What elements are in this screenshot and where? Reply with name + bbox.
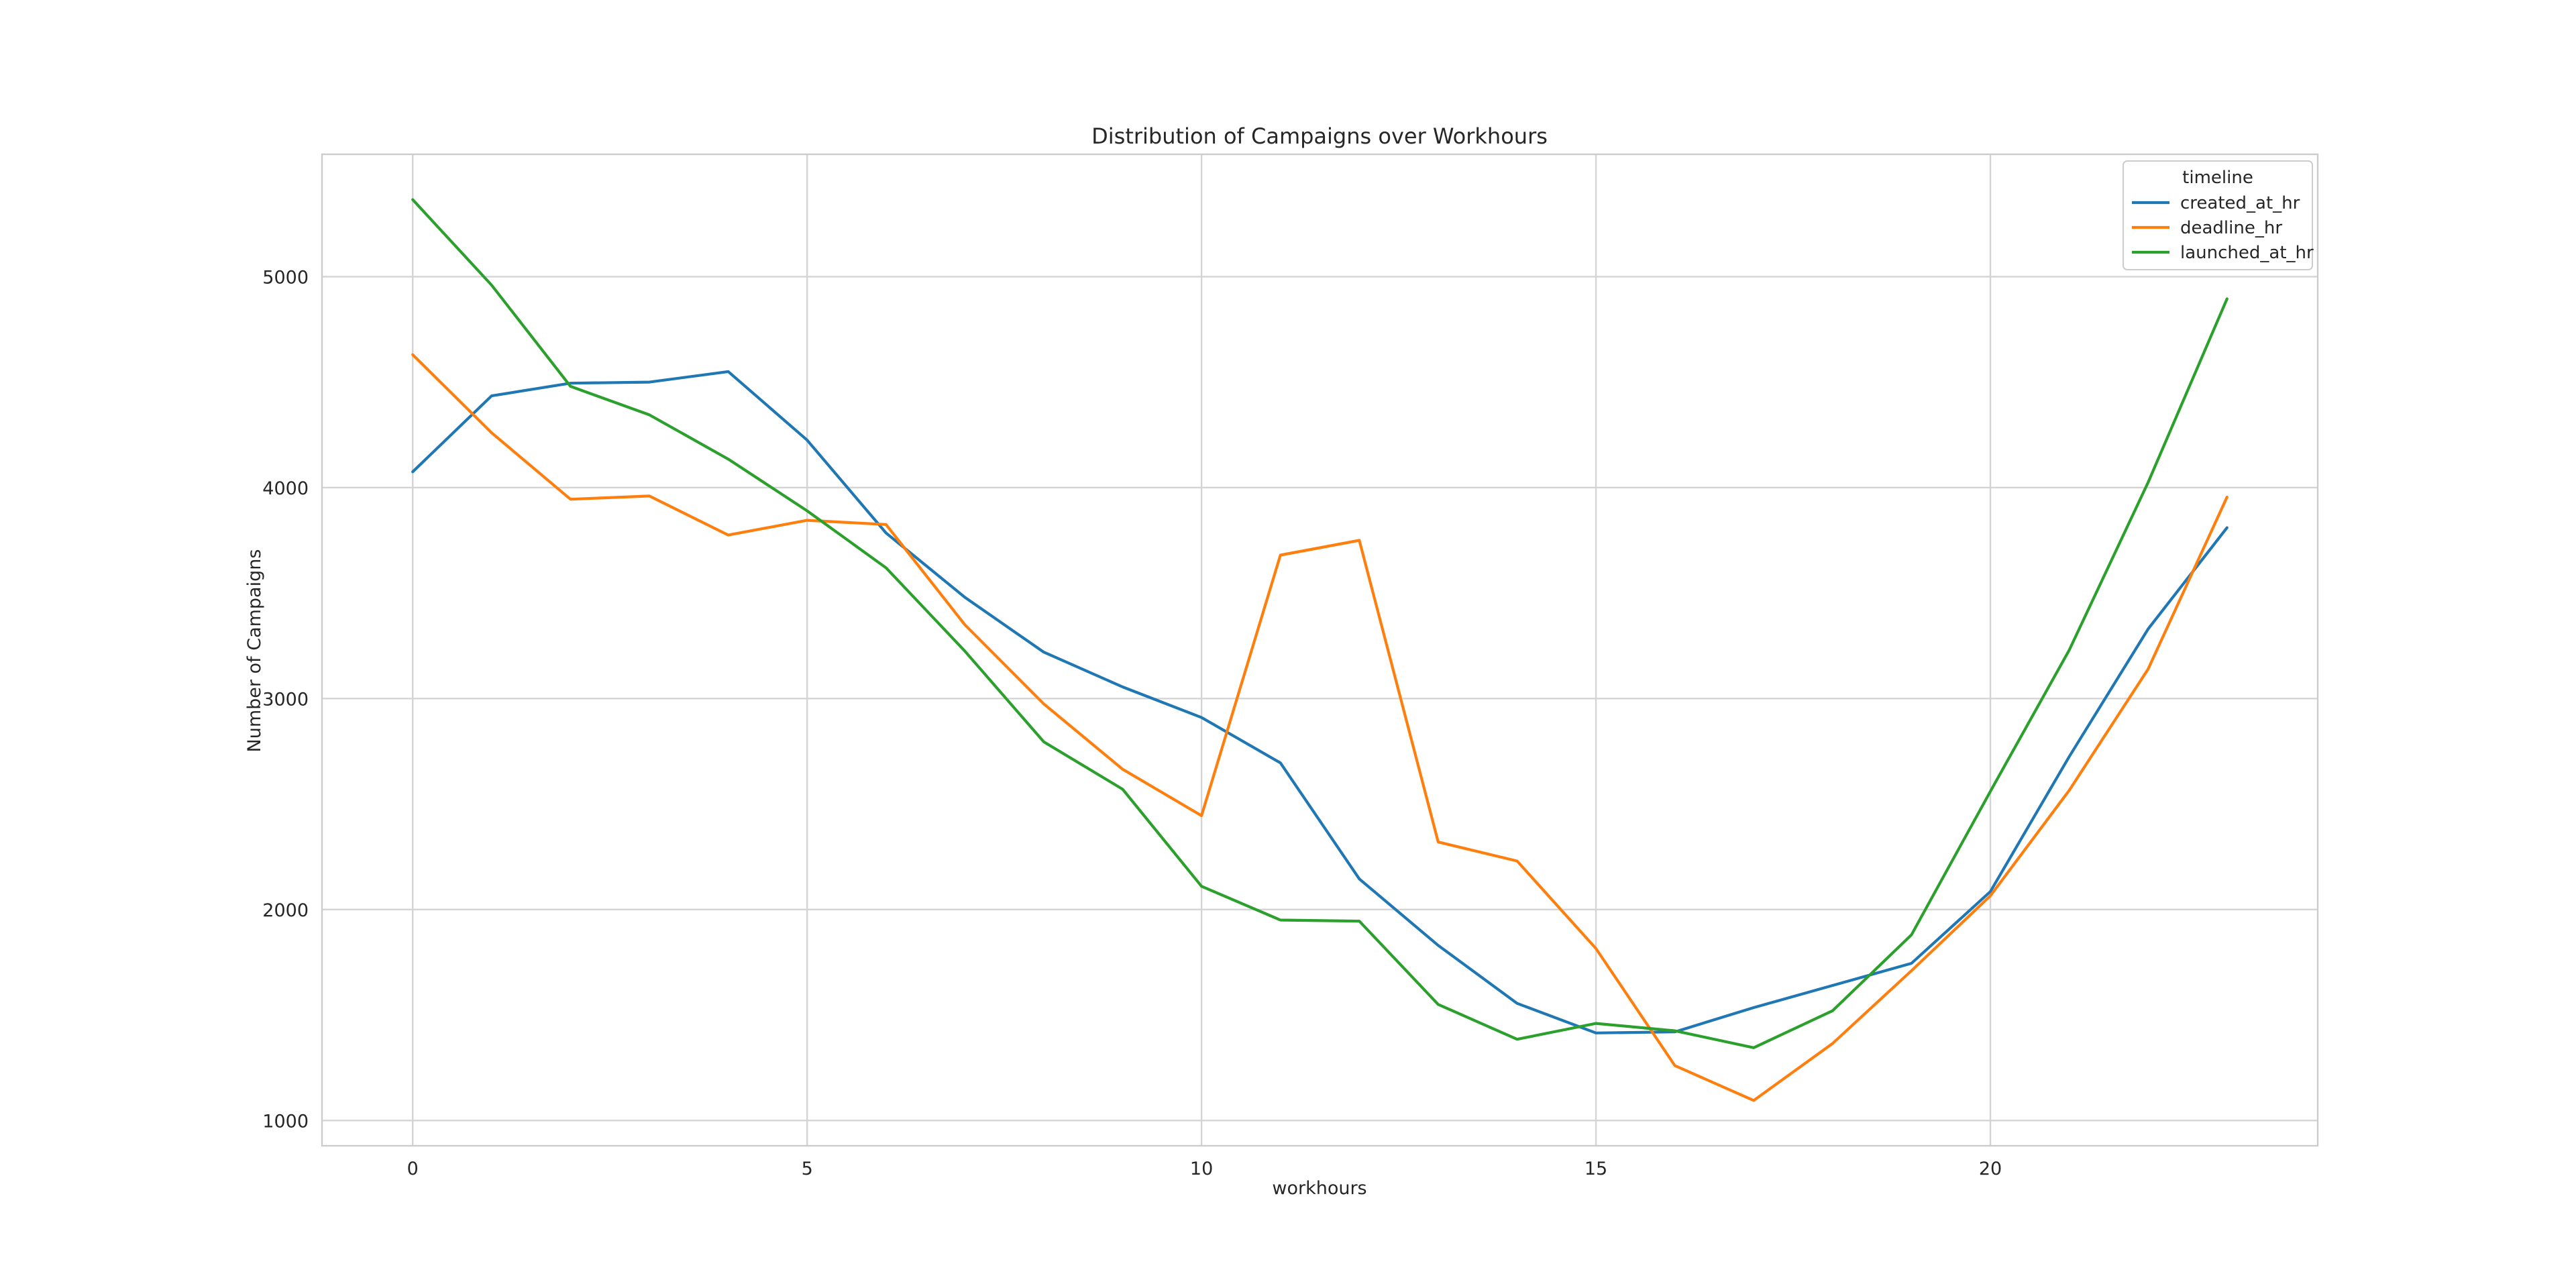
series-line-created-at-hr (411, 370, 2229, 1034)
legend-label-created-at-hr: created_at_hr (2180, 193, 2300, 213)
x-tick-label: 20 (1979, 1159, 2002, 1179)
x-tick-label: 15 (1585, 1159, 1607, 1179)
legend-box (2123, 160, 2313, 270)
x-tick-label: 10 (1190, 1159, 1213, 1179)
x-axis-ticks: 0 5 10 15 20 (407, 1159, 2002, 1179)
x-tick-label: 5 (802, 1159, 813, 1179)
x-axis-title: workhours (1272, 1178, 1366, 1199)
series-line-launched-at-hr (411, 198, 2229, 1049)
y-tick-label: 4000 (262, 478, 309, 499)
x-tick-label: 0 (407, 1159, 419, 1179)
legend-title: timeline (2182, 168, 2253, 188)
legend-label-deadline-hr: deadline_hr (2180, 218, 2282, 238)
y-axis-ticks: 1000 2000 3000 4000 5000 (262, 267, 309, 1132)
y-tick-label: 2000 (262, 900, 309, 921)
y-tick-label: 1000 (262, 1111, 309, 1132)
grid (322, 154, 2318, 1146)
legend-entries: created_at_hr deadline_hr launched_at_hr (2132, 193, 2314, 263)
legend: timeline created_at_hr deadline_hrlaunche… (2123, 160, 2314, 270)
legend-label-launched-at-hr: launched_at_hr (2180, 243, 2314, 263)
chart-title: Distribution of Campaigns over Workhours (1091, 123, 1548, 149)
y-tick-label: 5000 (262, 267, 309, 288)
y-axis-title: Number of Campaigns (244, 549, 265, 753)
plot-series (411, 198, 2229, 1102)
y-tick-label: 3000 (262, 689, 309, 710)
plot-frame (321, 153, 2319, 1147)
series-line-deadline-hr (411, 353, 2229, 1102)
